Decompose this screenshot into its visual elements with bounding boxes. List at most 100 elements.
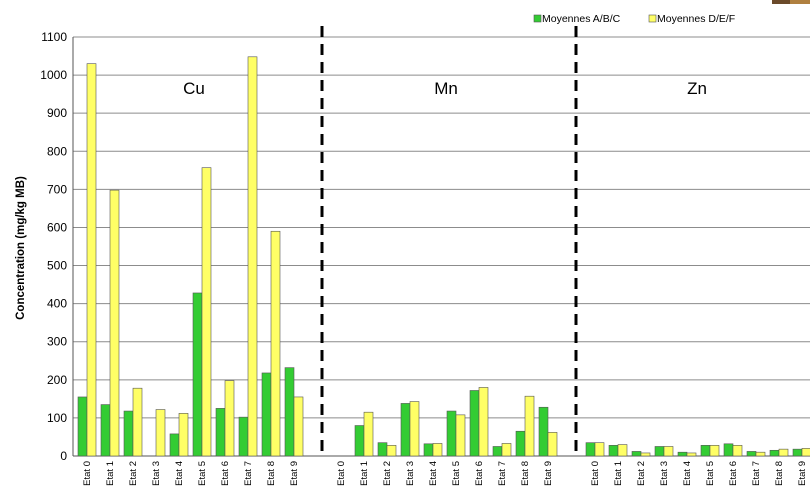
y-tick-label: 900 [47, 106, 67, 120]
bar-cu-def [86, 63, 97, 457]
x-tick-label: Etat 4 [174, 461, 185, 486]
bar-cu-def [109, 189, 120, 457]
y-tick-label: 500 [47, 259, 67, 273]
y-axis-label: Concentration (mg/kg MB) [15, 176, 27, 320]
bar-zn-abc [769, 449, 780, 457]
x-tick-label: Etat 5 [451, 461, 462, 486]
x-tick-label: Etat 0 [590, 461, 601, 486]
x-tick-label: Etat 1 [105, 461, 116, 486]
y-tick-label: 0 [60, 449, 67, 463]
bar-zn-abc [677, 451, 688, 457]
bar-zn-def [686, 452, 697, 457]
bar-mn-def [455, 414, 466, 457]
x-tick-label: Etat 9 [797, 461, 808, 486]
bar-zn-def [732, 445, 743, 457]
bar-zn-abc [654, 446, 665, 457]
x-tick-label: Etat 3 [151, 461, 162, 486]
bar-zn-abc [631, 451, 642, 457]
bar-cu-abc [238, 416, 249, 457]
y-tick-label: 200 [47, 373, 67, 387]
bar-cu-def [178, 413, 189, 457]
bars [77, 56, 810, 457]
bar-cu-def [155, 409, 166, 457]
x-tick-label: Etat 6 [474, 461, 485, 486]
x-tick-label: Etat 7 [751, 461, 762, 486]
bar-mn-abc [400, 403, 411, 457]
x-tick-label: Etat 0 [336, 461, 347, 486]
bar-mn-def [547, 432, 558, 457]
bar-cu-abc [100, 404, 111, 457]
gridlines [72, 36, 810, 457]
bar-mn-abc [492, 446, 503, 457]
bar-zn-def [755, 451, 766, 457]
bar-cu-abc [284, 367, 295, 457]
bar-mn-abc [377, 442, 388, 457]
bar-zn-def [778, 448, 789, 457]
x-tick-label: Etat 3 [659, 461, 670, 486]
x-tick-label: Etat 2 [128, 461, 139, 486]
y-tick-label: 800 [47, 144, 67, 158]
bar-cu-def [247, 56, 258, 457]
group-label: Cu [183, 79, 205, 98]
bar-cu-def [270, 230, 281, 457]
bar-cu-abc [123, 410, 134, 457]
bar-mn-def [478, 387, 489, 457]
bar-cu-abc [215, 408, 226, 457]
bar-zn-def [709, 445, 720, 457]
corner-image [772, 0, 810, 4]
bar-cu-def [224, 380, 235, 457]
bar-zn-abc [585, 442, 596, 457]
bar-mn-def [524, 395, 535, 457]
bar-zn-abc [746, 451, 757, 457]
x-tick-label: Etat 1 [613, 461, 624, 486]
x-tick-label: Etat 2 [382, 461, 393, 486]
bar-cu-abc [169, 433, 180, 457]
bar-mn-def [501, 443, 512, 457]
bar-mn-def [409, 401, 420, 457]
labels: 0 100 200 300 400 500 600 700 800 900 1000 1100 Cu Et… [40, 30, 808, 486]
y-tick-label: 600 [47, 220, 67, 234]
bar-mn-abc [446, 410, 457, 457]
bar-zn-abc [792, 448, 803, 457]
bar-zn-abc [723, 443, 734, 457]
bar-mn-abc [469, 390, 480, 457]
x-tick-label: Etat 3 [405, 461, 416, 486]
bar-cu-def [201, 167, 212, 457]
legend-label-a: Moyennes A/B/C [542, 13, 621, 25]
bar-mn-abc [354, 425, 365, 457]
x-tick-label: Etat 6 [728, 461, 739, 486]
bar-zn-abc [700, 445, 711, 457]
bar-cu-abc [261, 372, 272, 457]
group-label: Mn [434, 79, 458, 98]
bar-mn-def [432, 443, 443, 457]
y-tick-label: 300 [47, 335, 67, 349]
legend-swatch-b [648, 14, 657, 23]
y-tick-label: 1100 [41, 30, 67, 44]
bar-cu-def [132, 387, 143, 457]
bar-cu-def [293, 396, 304, 457]
bar-cu-abc [77, 396, 88, 457]
bar-zn-def [801, 448, 810, 457]
x-tick-label: Etat 8 [520, 461, 531, 486]
y-tick-label: 1000 [40, 68, 67, 82]
group-label: Zn [687, 79, 707, 98]
x-tick-label: Etat 6 [220, 461, 231, 486]
x-tick-label: Etat 1 [359, 461, 370, 486]
x-tick-label: Etat 2 [636, 461, 647, 486]
x-tick-label: Etat 7 [497, 461, 508, 486]
bar-mn-def [386, 445, 397, 457]
legend: Moyennes A/B/C Moyennes D/E/F [533, 13, 735, 25]
bar-zn-def [594, 442, 605, 457]
x-tick-label: Etat 4 [682, 461, 693, 486]
bar-mn-abc [515, 430, 526, 457]
y-tick-label: 400 [47, 297, 67, 311]
legend-swatch-a [533, 14, 542, 23]
x-tick-label: Etat 8 [774, 461, 785, 486]
bar-zn-def [640, 452, 651, 457]
x-tick-label: Etat 9 [289, 461, 300, 486]
bar-mn-abc [423, 443, 434, 457]
y-tick-label: 700 [47, 182, 67, 196]
x-tick-label: Etat 4 [428, 461, 439, 486]
x-tick-label: Etat 5 [705, 461, 716, 486]
